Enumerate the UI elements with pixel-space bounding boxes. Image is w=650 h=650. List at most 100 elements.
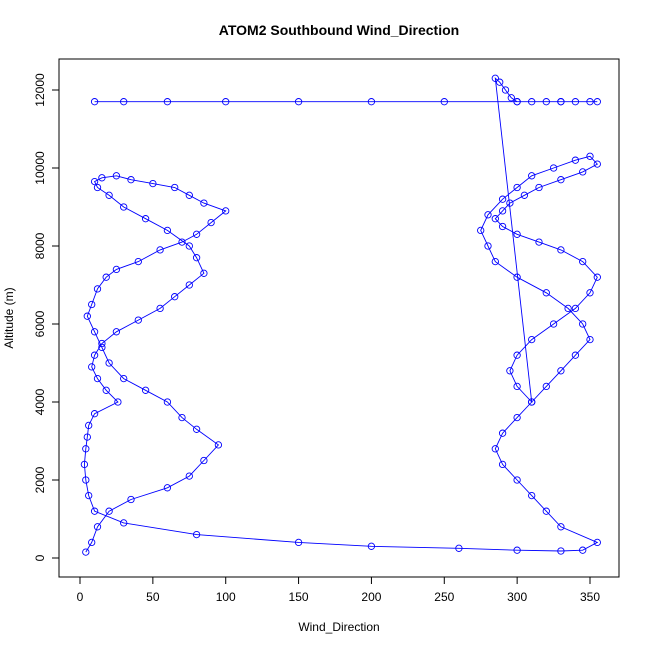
data-point (222, 207, 230, 215)
data-point (593, 273, 601, 281)
data-point (520, 191, 529, 199)
data-point (85, 421, 93, 430)
data-point (149, 179, 157, 188)
data-point (579, 320, 587, 328)
data-point (102, 386, 110, 394)
data-point (163, 226, 172, 235)
data-point (513, 183, 521, 192)
data-point (542, 507, 550, 515)
data-point (120, 98, 128, 106)
data-point (90, 351, 99, 359)
data-point (586, 98, 594, 106)
data-point (214, 441, 223, 449)
series-layer (80, 74, 601, 556)
data-point (93, 183, 102, 192)
data-point (141, 386, 150, 394)
data-point (207, 218, 215, 227)
data-point (192, 425, 201, 433)
data-point (557, 367, 565, 375)
data-point (367, 542, 376, 550)
y-tick-label: 6000 (33, 310, 47, 337)
data-point (163, 484, 172, 492)
data-point (586, 289, 594, 297)
data-point (93, 285, 102, 293)
x-tick-label: 250 (434, 590, 454, 604)
data-point (513, 546, 521, 554)
data-point (134, 316, 142, 324)
data-point (367, 98, 376, 106)
data-point (171, 183, 179, 192)
data-point (200, 269, 208, 277)
data-point (557, 176, 565, 184)
data-point (120, 519, 128, 527)
series-line (83, 77, 599, 553)
data-point (294, 98, 303, 106)
data-point (185, 191, 193, 199)
data-point (114, 398, 122, 406)
data-point (90, 98, 99, 106)
data-point (440, 98, 448, 106)
data-point (484, 242, 492, 250)
data-point (156, 304, 164, 313)
data-point (98, 174, 106, 182)
data-point (491, 74, 499, 82)
data-point (513, 98, 521, 106)
data-point (571, 98, 580, 106)
data-point (542, 289, 550, 297)
data-point (134, 257, 142, 266)
data-point (557, 547, 565, 555)
y-tick-label: 4000 (33, 388, 47, 415)
data-point (120, 203, 128, 211)
data-point (498, 222, 507, 231)
data-point (571, 156, 580, 164)
data-point (513, 351, 521, 359)
x-tick-label: 300 (507, 590, 527, 604)
data-point (127, 176, 135, 184)
data-point (549, 320, 558, 328)
data-point (90, 177, 99, 186)
data-point (535, 238, 543, 246)
data-point (127, 495, 135, 504)
data-point (105, 507, 113, 515)
x-tick-label: 0 (77, 590, 84, 604)
data-point (513, 382, 521, 391)
y-axis: 0 2000 4000 6000 8000 10000 12000 (33, 73, 60, 561)
y-tick-label: 0 (33, 554, 47, 561)
data-point (557, 98, 565, 106)
x-tick-label: 150 (289, 590, 309, 604)
y-tick-label: 12000 (33, 73, 47, 107)
data-point (222, 98, 230, 106)
data-point (83, 433, 91, 441)
data-point (185, 242, 193, 250)
data-point (163, 398, 172, 406)
data-point (88, 300, 96, 309)
x-axis: 0 50 100 150 200 250 300 350 (77, 576, 600, 604)
data-point (513, 413, 521, 422)
y-tick-label: 10000 (33, 151, 47, 185)
data-point (156, 246, 164, 254)
data-point (93, 374, 102, 383)
y-tick-label: 8000 (33, 232, 47, 259)
data-point (496, 78, 504, 86)
data-point (579, 546, 587, 554)
x-tick-label: 100 (216, 590, 236, 604)
data-point (593, 160, 601, 168)
data-point (82, 445, 90, 453)
data-point (90, 328, 99, 336)
data-point (586, 152, 594, 160)
data-point (513, 273, 521, 281)
data-point (579, 257, 587, 266)
data-point (557, 246, 565, 254)
data-point (564, 304, 572, 313)
data-point (528, 491, 536, 500)
data-point (586, 335, 594, 344)
data-point (528, 335, 536, 344)
x-tick-label: 50 (146, 590, 160, 604)
data-point (88, 363, 96, 371)
data-point (498, 207, 507, 215)
data-point (491, 215, 499, 223)
data-point (593, 538, 601, 547)
data-point (593, 98, 601, 106)
data-point (192, 530, 201, 539)
